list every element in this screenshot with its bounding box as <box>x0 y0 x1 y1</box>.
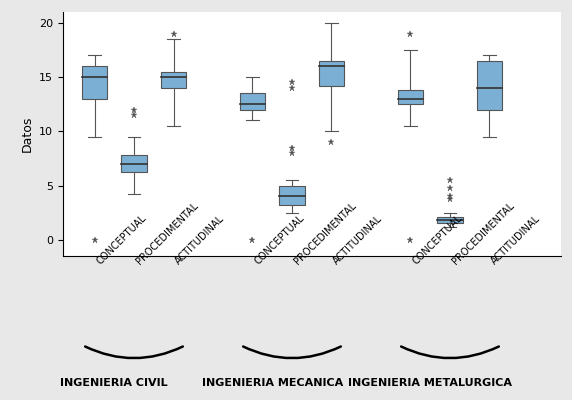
Text: ACTITUDINAL: ACTITUDINAL <box>490 213 542 266</box>
Bar <box>121 155 147 172</box>
Text: CONCEPTUAL: CONCEPTUAL <box>94 212 148 266</box>
Bar <box>476 61 502 110</box>
Bar <box>279 186 305 205</box>
Text: INGENIERIA METALURGICA: INGENIERIA METALURGICA <box>348 378 512 388</box>
Text: PROCEDIMENTAL: PROCEDIMENTAL <box>134 200 200 266</box>
Bar <box>82 66 108 99</box>
Text: INGENIERIA MECANICA: INGENIERIA MECANICA <box>201 378 343 388</box>
Bar <box>319 61 344 86</box>
Text: CONCEPTUAL: CONCEPTUAL <box>411 212 464 266</box>
Bar <box>240 93 265 110</box>
Text: ACTITUDINAL: ACTITUDINAL <box>332 213 384 266</box>
Bar <box>398 90 423 104</box>
Text: CONCEPTUAL: CONCEPTUAL <box>252 212 306 266</box>
Text: ACTITUDINAL: ACTITUDINAL <box>173 213 227 266</box>
Text: PROCEDIMENTAL: PROCEDIMENTAL <box>450 200 516 266</box>
Text: PROCEDIMENTAL: PROCEDIMENTAL <box>292 200 358 266</box>
Bar <box>437 217 463 224</box>
Y-axis label: Datos: Datos <box>21 116 34 152</box>
Bar <box>161 72 186 88</box>
Text: INGENIERIA CIVIL: INGENIERIA CIVIL <box>61 378 168 388</box>
